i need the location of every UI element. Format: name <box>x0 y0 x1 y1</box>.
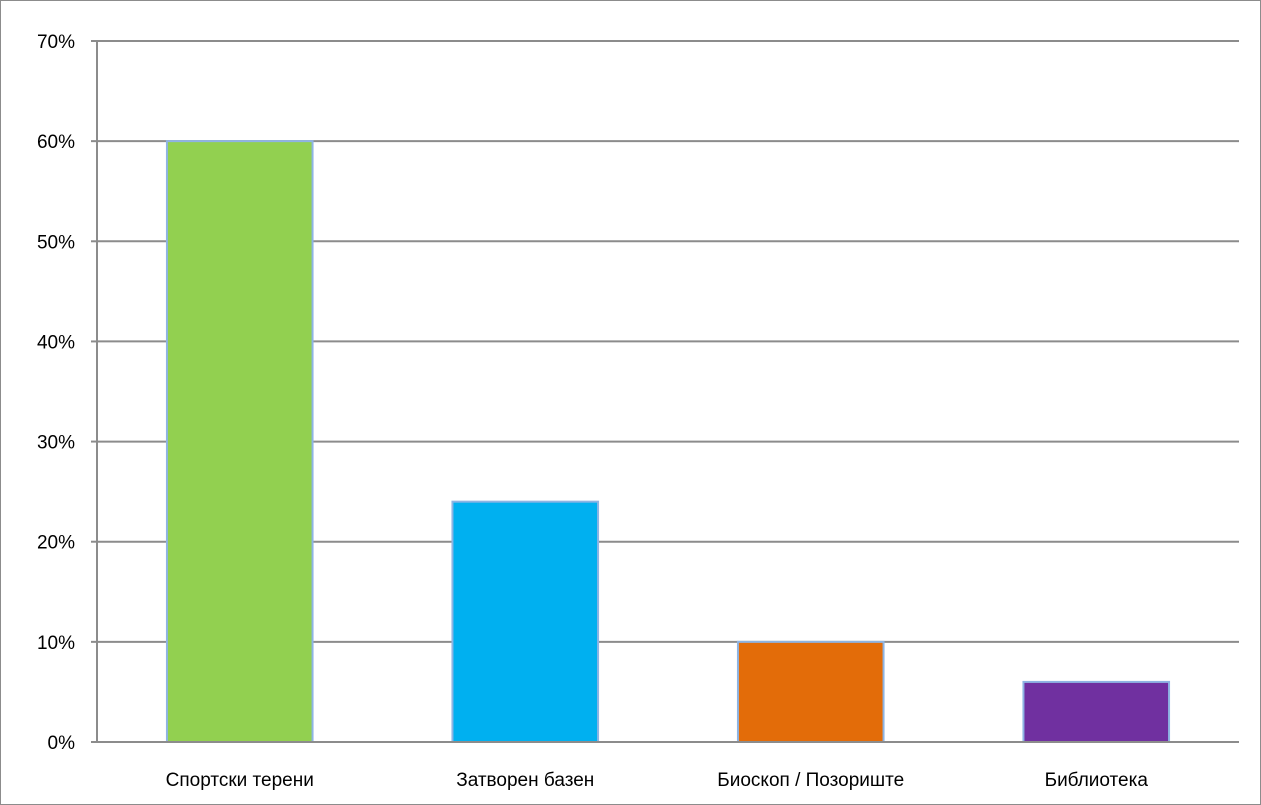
bar <box>1022 680 1171 744</box>
y-tick-label: 20% <box>37 533 75 554</box>
x-category-label: Библиотека <box>1045 770 1149 791</box>
y-tick-label: 0% <box>48 733 76 754</box>
bar <box>451 500 600 743</box>
y-tick-label: 30% <box>37 433 75 454</box>
bar <box>736 640 885 743</box>
x-category-label: Спортски терени <box>166 770 314 791</box>
y-tick-label: 10% <box>37 633 75 654</box>
y-tick-labels: 0% 10% 20% 30% 40% 50% 60% 70% <box>37 32 75 754</box>
axes <box>91 40 1239 743</box>
y-tick-label: 40% <box>37 332 75 353</box>
x-category-label: Затворен базен <box>456 770 594 791</box>
x-category-label: Биоскоп / Позориште <box>717 770 904 791</box>
y-tick-label: 60% <box>37 132 75 153</box>
x-category-labels: Спортски терени Затворен базен Биоскоп / П… <box>166 770 1149 791</box>
y-tick-label: 70% <box>37 32 75 53</box>
bar <box>165 140 314 743</box>
y-tick-label: 50% <box>37 232 75 253</box>
